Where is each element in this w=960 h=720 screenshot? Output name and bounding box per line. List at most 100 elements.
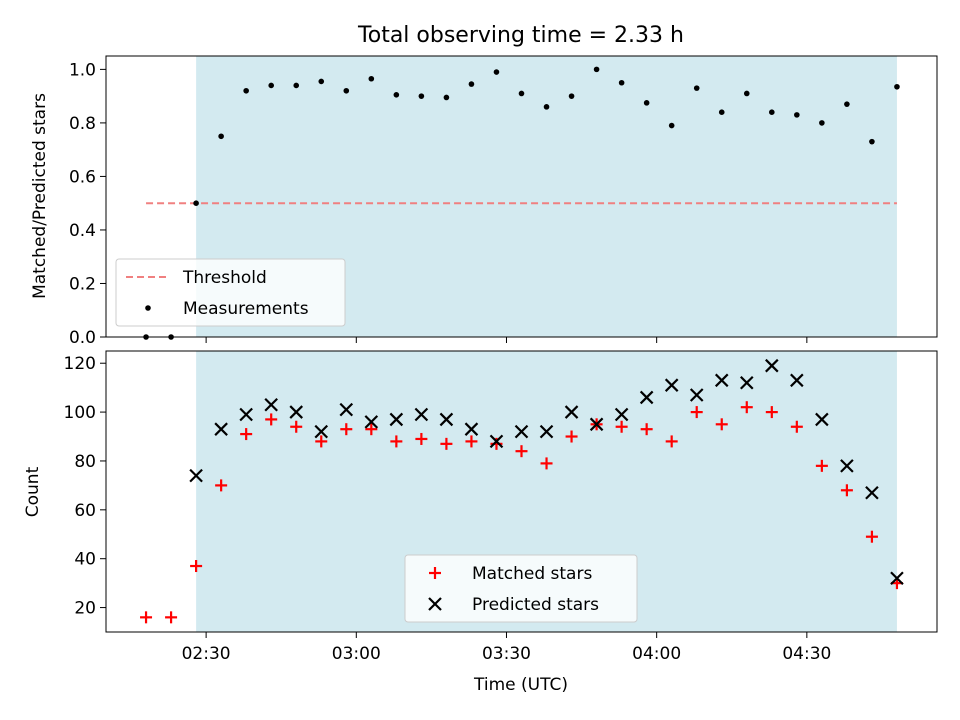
top-y-tick-label: 0.4: [69, 221, 96, 241]
measurement-point: [593, 66, 600, 73]
measurements-legend-swatch: [145, 305, 151, 311]
measurement-point: [318, 78, 325, 85]
bottom-x-tick-label: 02:30: [182, 644, 231, 664]
matched-star-marker: [840, 484, 853, 497]
matched-star-marker: [540, 457, 553, 470]
predicted-star-marker: [765, 358, 779, 373]
predicted-star-marker: [664, 378, 679, 392]
bottom-y-tick-label: 80: [74, 452, 96, 472]
bottom-legend-box: [404, 554, 638, 623]
bottom-x-tick-label: 03:00: [332, 644, 381, 664]
predicted-star-marker: [464, 422, 479, 436]
predicted-star-marker: [790, 373, 804, 388]
matched-star-marker: [565, 430, 578, 443]
matched-star-marker: [740, 401, 753, 414]
matched-star-marker: [690, 406, 703, 419]
matched-star-marker: [265, 413, 278, 426]
measurement-point: [543, 104, 550, 110]
top-panel: 0.0 0.2 0.4 0.6 0.8 1.0 Matched/Predicted sta…: [30, 55, 938, 348]
measurement-point: [193, 200, 199, 206]
matched-star-marker: [615, 420, 628, 433]
predicted-star-marker: [489, 434, 504, 449]
bottom-axes-frame: [105, 350, 938, 633]
predicted-stars-legend-label: Predicted stars: [472, 595, 599, 615]
matched-star-marker: [290, 420, 303, 433]
measurement-point: [794, 112, 800, 118]
measurement-point: [493, 69, 500, 75]
top-legend: Threshold Measurements: [115, 258, 346, 327]
matched-star-marker: [515, 445, 528, 458]
predicted-star-marker: [614, 407, 629, 422]
threshold-legend-label: Threshold: [182, 268, 267, 288]
top-y-tick-label: 0.2: [69, 274, 96, 294]
predicted-star-marker: [589, 417, 604, 432]
matched-star-marker: [315, 435, 328, 448]
predicted-star-marker: [865, 485, 879, 500]
measurement-point: [894, 83, 900, 90]
matched-star-marker: [640, 423, 653, 436]
predicted-star-marker: [414, 407, 429, 422]
matched-star-marker: [340, 423, 353, 436]
predicted-star-marker: [339, 402, 354, 417]
matched-star-marker: [765, 406, 778, 419]
measurement-point: [643, 100, 650, 106]
top-axes-frame: [105, 55, 938, 338]
top-legend-box: [115, 258, 346, 327]
bottom-legend: Matched stars Predicted stars: [404, 554, 638, 623]
top-y-tick-label: 0.6: [69, 167, 96, 187]
measurement-point: [418, 93, 425, 99]
matched-star-marker: [465, 435, 478, 448]
measurement-point: [343, 87, 350, 94]
matched-star-marker: [715, 418, 728, 431]
bottom-x-tick-label: 04:30: [782, 644, 831, 664]
measurement-point: [769, 109, 775, 115]
predicted-star-marker: [264, 397, 278, 412]
measurement-point: [568, 93, 575, 99]
predicted-star-marker: [890, 571, 904, 586]
measurement-point: [618, 79, 625, 86]
bottom-x-tick-label: 04:00: [632, 644, 681, 664]
measurement-point: [293, 82, 300, 89]
matched-star-marker: [490, 437, 503, 450]
predicted-star-marker: [439, 412, 454, 427]
measurement-point: [693, 85, 700, 91]
figure-title: Total observing time = 2.33 h: [357, 23, 684, 48]
bottom-y-tick-label: 120: [64, 354, 96, 374]
measurement-point: [518, 90, 525, 97]
x-axis-label: Time (UTC): [473, 675, 568, 695]
predicted-star-marker: [314, 424, 329, 439]
matched-star-marker: [815, 459, 828, 472]
predicted-star-marker: [289, 405, 304, 419]
top-y-axis-label: Matched/Predicted stars: [30, 93, 50, 299]
matched-star-marker: [665, 435, 678, 448]
measurements-legend-label: Measurements: [183, 299, 309, 319]
predicted-star-marker: [564, 405, 579, 419]
bottom-y-tick-label: 60: [74, 501, 96, 521]
predicted-star-marker: [639, 390, 654, 405]
top-y-tick-label: 0.0: [69, 328, 96, 348]
predicted-star-marker: [689, 388, 704, 402]
matched-star-marker: [190, 560, 203, 573]
bottom-y-axis-label: Count: [23, 466, 43, 517]
matched-star-marker: [215, 479, 228, 492]
predicted-stars-legend-swatch: [428, 597, 442, 611]
predicted-star-marker: [514, 424, 529, 439]
predicted-star-marker: [189, 468, 203, 483]
matched-stars-legend-label: Matched stars: [472, 564, 592, 584]
measurement-point: [218, 133, 224, 140]
measurement-point: [869, 138, 875, 145]
matched-stars-legend-swatch: [429, 567, 441, 579]
measurement-point: [844, 101, 850, 107]
measurement-point: [243, 87, 249, 94]
bottom-y-tick-label: 100: [64, 403, 96, 423]
matched-star-marker: [165, 611, 178, 624]
matched-star-marker: [240, 428, 253, 441]
matched-star-marker: [865, 530, 878, 543]
bottom-y-tick-label: 20: [74, 599, 96, 619]
predicted-star-marker: [539, 424, 554, 439]
top-y-tick-label: 1.0: [69, 60, 96, 80]
measurement-point: [268, 82, 274, 89]
predicted-star-marker: [714, 373, 729, 388]
matched-star-marker: [140, 611, 153, 624]
